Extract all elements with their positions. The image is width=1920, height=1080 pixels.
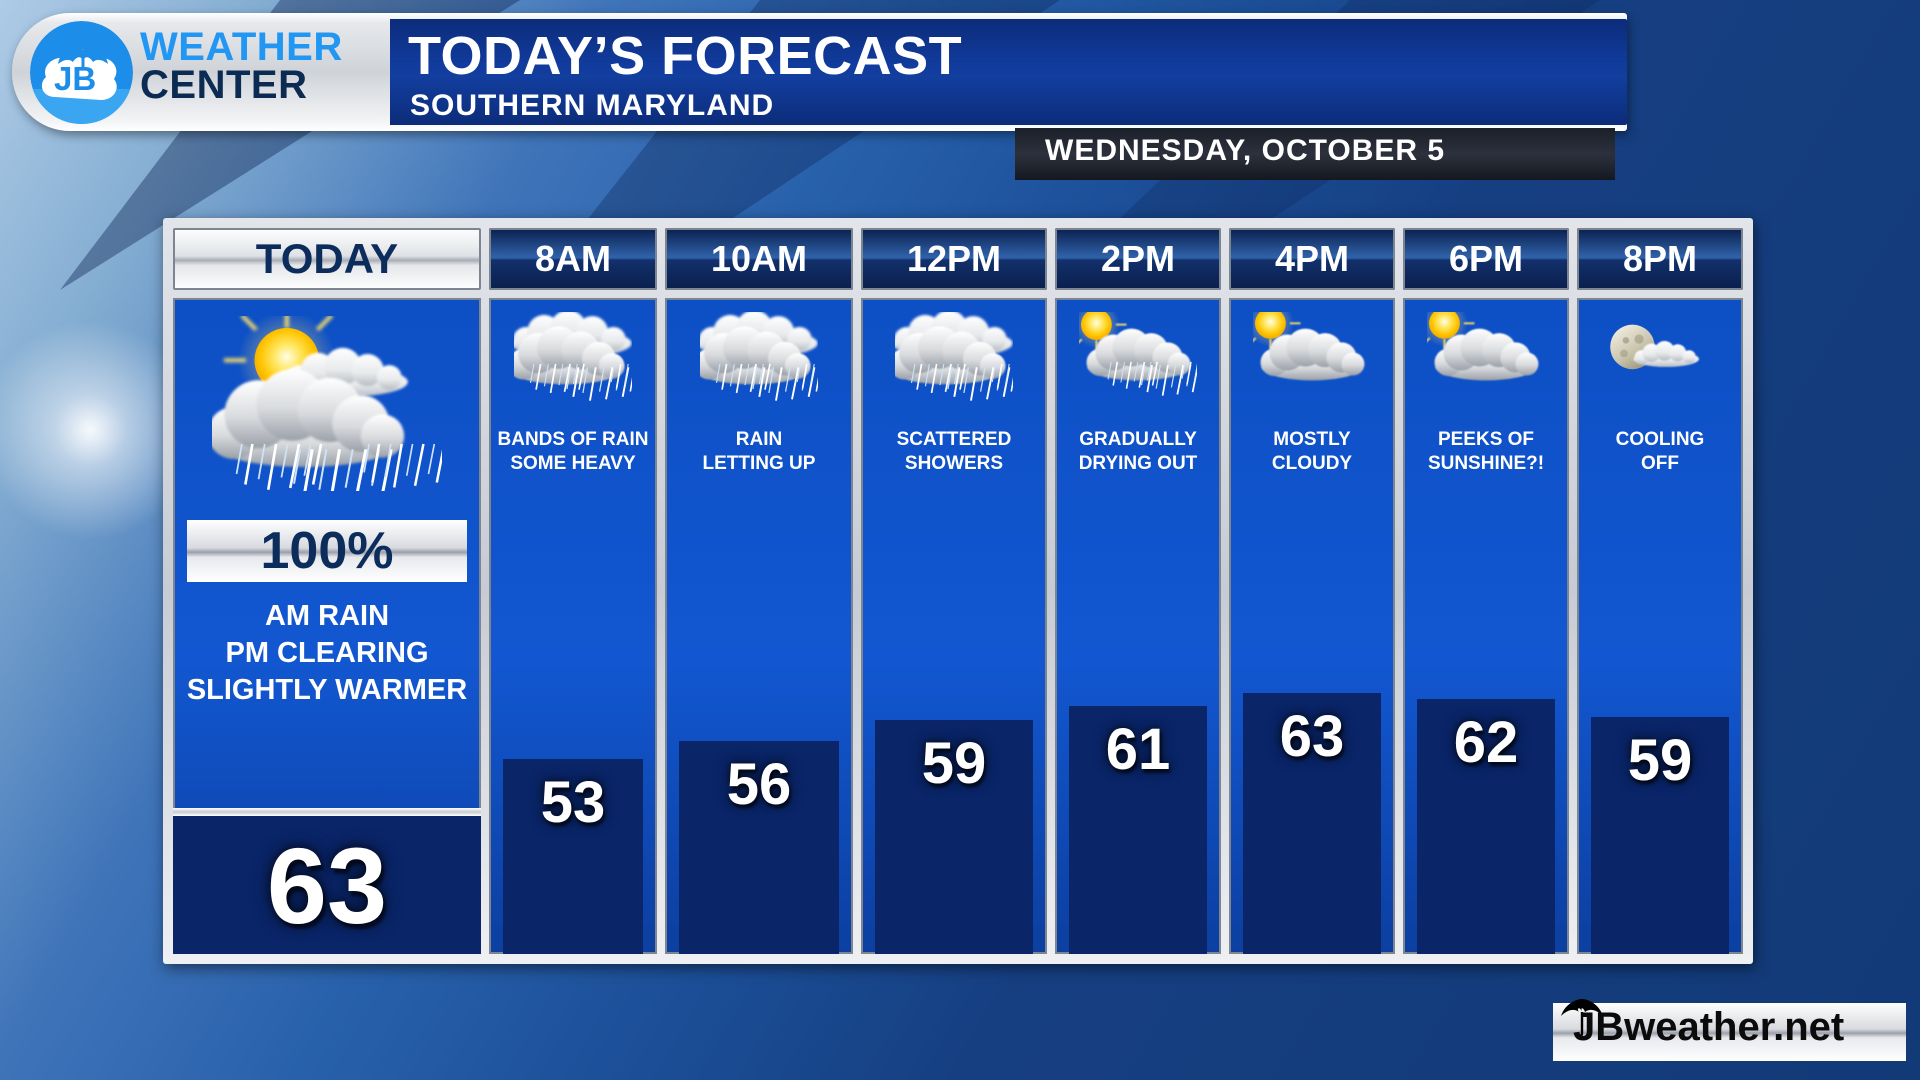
svg-text:JB: JB — [54, 60, 96, 97]
